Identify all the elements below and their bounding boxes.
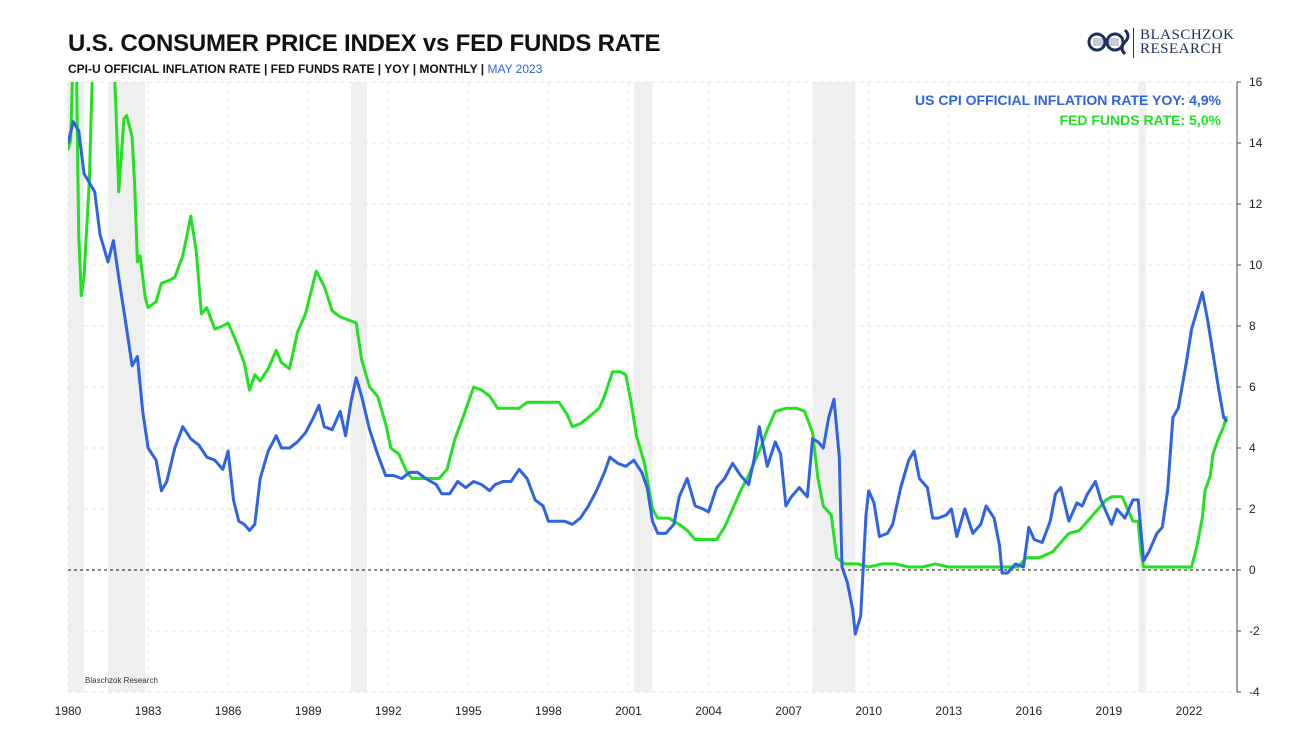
y-tick-label: 2 — [1249, 502, 1256, 516]
chart-credit: Blaschzok Research — [85, 676, 158, 685]
x-tick-label: 2013 — [935, 704, 962, 718]
recession-band-4 — [812, 82, 856, 692]
y-tick-label: -2 — [1249, 624, 1260, 638]
subtitle-date: MAY 2023 — [487, 62, 543, 76]
y-axis-ticks: -4 -2 0 2 4 6 8 10 12 14 16 — [1237, 75, 1263, 699]
y-tick-label: 10 — [1249, 258, 1263, 272]
x-tick-label: 1989 — [295, 704, 322, 718]
y-tick-label: 12 — [1249, 197, 1263, 211]
recession-band-3 — [633, 82, 653, 692]
y-tick-label: 8 — [1249, 319, 1256, 333]
x-tick-label: 2022 — [1176, 704, 1203, 718]
x-tick-label: 1980 — [55, 704, 82, 718]
logo-line-1: BLASCHZOK — [1140, 27, 1235, 43]
y-tick-label: 4 — [1249, 441, 1256, 455]
x-tick-label: 1986 — [215, 704, 242, 718]
legend-fed: FED FUNDS RATE: 5,0% — [1059, 112, 1221, 128]
x-tick-label: 2016 — [1015, 704, 1042, 718]
x-tick-label: 2001 — [615, 704, 642, 718]
x-tick-label: 1983 — [135, 704, 162, 718]
x-axis-ticks: 1980 1983 1986 1989 1992 1995 1998 2001 2004 2007… — [55, 704, 1203, 718]
subtitle-main: CPI-U OFFICIAL INFLATION RATE | FED FUND… — [68, 62, 488, 76]
series-line-cpi — [68, 120, 1228, 636]
x-tick-label: 2010 — [855, 704, 882, 718]
y-tick-label: 16 — [1249, 75, 1263, 89]
x-tick-label: 2019 — [1096, 704, 1123, 718]
x-tick-label: 2004 — [695, 704, 722, 718]
logo-icon — [1087, 28, 1130, 56]
series-lines — [68, 82, 1228, 636]
y-tick-label: 0 — [1249, 563, 1256, 577]
chart-title: U.S. CONSUMER PRICE INDEX vs FED FUNDS R… — [68, 30, 661, 57]
logo-wordmark: BLASCHZOK RESEARCH — [1140, 27, 1235, 57]
y-tick-label: 14 — [1249, 136, 1263, 150]
x-tick-label: 2007 — [775, 704, 802, 718]
gridlines — [67, 81, 1238, 693]
y-tick-label: -4 — [1249, 685, 1260, 699]
series-line-fed — [68, 82, 1228, 569]
y-tick-label: 6 — [1249, 380, 1256, 394]
x-tick-label: 1998 — [535, 704, 562, 718]
x-tick-label: 1995 — [455, 704, 482, 718]
logo-separator — [1133, 28, 1134, 58]
logo-line-2: RESEARCH — [1140, 41, 1223, 57]
legend-cpi: US CPI OFFICIAL INFLATION RATE YOY: 4,9% — [915, 92, 1222, 108]
x-tick-label: 1992 — [375, 704, 402, 718]
chart-subtitle: CPI-U OFFICIAL INFLATION RATE | FED FUND… — [68, 62, 542, 76]
